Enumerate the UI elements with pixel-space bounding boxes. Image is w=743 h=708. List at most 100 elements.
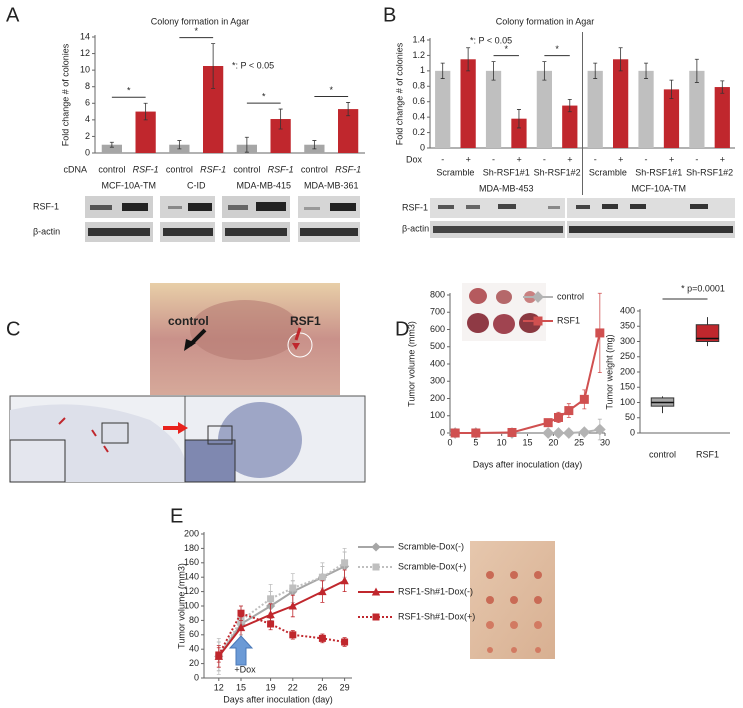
y-tick-label: 0 [420, 142, 425, 152]
y-tick-label: 160 [184, 557, 199, 567]
x-tick-label: 15 [522, 437, 532, 447]
x-tick-label: RSF1 [696, 449, 719, 459]
panel-letter: B [383, 4, 396, 26]
tumor-photo [462, 283, 546, 341]
x-tick-label: 29 [340, 682, 350, 692]
annotation: * p=0.0001 [681, 283, 725, 293]
significance-mark: * [194, 26, 198, 36]
blot-a [85, 196, 360, 242]
y-tick-label: 100 [184, 600, 199, 610]
y-axis-label: Fold change # of colonies [394, 42, 404, 145]
bar [689, 70, 705, 148]
point [267, 595, 275, 603]
point [288, 601, 297, 610]
error-bar [720, 80, 725, 94]
x-tick-label: + [516, 154, 521, 164]
point [595, 328, 605, 338]
x-tick-label: 0 [447, 437, 452, 447]
point [450, 428, 460, 438]
y-tick-label: 0.8 [412, 81, 425, 91]
y-tick-label: 0 [440, 427, 445, 437]
x-tick-label: 30 [600, 437, 610, 447]
error-bar [109, 141, 114, 148]
x-tick-label: 5 [473, 437, 478, 447]
blot-label: β-actin [402, 223, 429, 233]
bar [613, 59, 629, 148]
bar [536, 70, 552, 148]
annotation: *: P < 0.05 [470, 35, 512, 45]
group-label: Sh-RSF1#1 [635, 167, 682, 177]
y-tick-label: 0.6 [412, 96, 425, 106]
x-tick-label: 26 [317, 682, 327, 692]
y-tick-label: 200 [184, 528, 199, 538]
error-bar [567, 99, 572, 113]
x-tick-label: - [492, 154, 495, 164]
y-tick-label: 0.2 [412, 127, 425, 137]
photo-label: RSF1 [290, 314, 321, 328]
point [340, 576, 349, 585]
box [695, 324, 720, 343]
x-tick-label: RSF-1 [200, 164, 226, 174]
bar [460, 59, 476, 148]
error-bar [694, 58, 699, 83]
y-tick-label: 1.2 [412, 50, 425, 60]
legend-label: RSF1-Sh#1-Dox(+) [398, 611, 475, 621]
legend-marker [371, 587, 381, 596]
legend-marker [532, 291, 544, 303]
x-tick-label: + [669, 154, 674, 164]
y-tick-label: 4 [85, 114, 90, 124]
point [564, 406, 574, 416]
y-tick-label: 140 [184, 572, 199, 582]
blot-label: RSF-1 [33, 201, 59, 211]
x-tick-label: + [567, 154, 572, 164]
y-tick-label: 12 [80, 48, 90, 58]
x-tick-label: - [645, 154, 648, 164]
point [554, 412, 563, 422]
point [341, 559, 349, 567]
x-tick-label: 12 [214, 682, 224, 692]
bar [638, 70, 654, 148]
bar [101, 144, 122, 153]
bar [511, 118, 527, 148]
y-tick-label: 0 [630, 427, 635, 437]
x-axis-label: Days after inoculation (day) [223, 694, 333, 704]
x-tick-label: 15 [236, 682, 246, 692]
x-tick-label: - [441, 154, 444, 164]
x-tick-label: control [166, 164, 193, 174]
y-tick-label: 100 [430, 410, 445, 420]
row-label: Dox [406, 154, 423, 164]
series-line [217, 565, 346, 657]
y-tick-label: 0.4 [412, 112, 425, 122]
point [593, 423, 606, 436]
y-tick-label: 250 [620, 351, 635, 361]
error-bar [440, 62, 445, 79]
y-tick-label: 400 [430, 358, 445, 368]
y-axis-label: Tumor volume (mm3) [406, 321, 416, 407]
error-bar [211, 43, 216, 89]
x-tick-label: 10 [497, 437, 507, 447]
bar [562, 105, 578, 148]
annotation: +Dox [234, 664, 256, 674]
cell-line-label: MDA-MB-453 [479, 183, 534, 193]
annotation: *: P < 0.05 [232, 60, 274, 70]
error-bar [278, 108, 283, 130]
blot-label: β-actin [33, 226, 60, 236]
legend-label: control [557, 291, 584, 301]
row-label: cDNA [63, 164, 87, 174]
point [562, 427, 575, 439]
error-bar [346, 102, 351, 117]
group-label: Sh-RSF1#2 [686, 167, 733, 177]
point [289, 631, 297, 639]
y-tick-label: 300 [430, 376, 445, 386]
error-bar [491, 61, 496, 81]
point [543, 418, 553, 428]
error-bar [312, 140, 317, 150]
x-tick-label: 20 [548, 437, 558, 447]
series-line [455, 332, 601, 434]
x-tick-label: control [301, 164, 328, 174]
y-tick-label: 0 [194, 672, 199, 682]
y-axis-label: Tumor volume (mm3) [176, 563, 186, 649]
x-tick-label: 19 [266, 682, 276, 692]
x-tick-label: - [594, 154, 597, 164]
